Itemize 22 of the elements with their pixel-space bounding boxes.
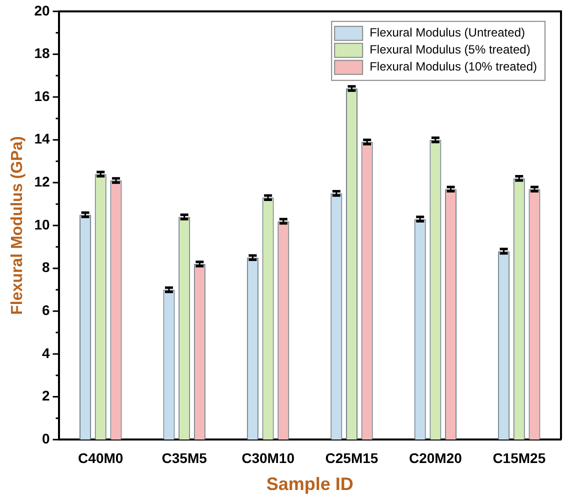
x-tick-label: C40M0: [78, 450, 124, 466]
y-tick-label: 10: [34, 216, 50, 232]
legend-label: Flexural Modulus (5% treated): [370, 42, 530, 57]
y-tick-label: 18: [34, 45, 50, 62]
y-tick-label: 14: [34, 130, 50, 147]
x-tick-label: C35M5: [162, 450, 208, 466]
x-tick-label: C20M20: [408, 450, 462, 466]
x-tick-label: C30M10: [242, 450, 295, 466]
y-tick-label: 12: [34, 174, 50, 190]
legend-label: Flexural Modulus (10% treated): [370, 60, 538, 74]
y-tick-label: 2: [42, 388, 50, 404]
legend-label: Flexural Modulus (Untreated): [370, 26, 525, 40]
x-axis-title: Sample ID: [266, 474, 354, 494]
y-tick-label: 20: [34, 2, 50, 18]
y-tick-label: 0: [42, 430, 50, 446]
y-tick-label: 16: [34, 88, 50, 104]
y-tick-label: 6: [42, 302, 50, 318]
x-tick-label: C25M15: [325, 450, 378, 466]
y-tick-label: 8: [42, 259, 50, 276]
y-tick-label: 4: [42, 344, 50, 361]
x-tick-label: C15M25: [492, 450, 546, 466]
y-axis-title: Flexural Modulus (GPa): [9, 136, 26, 315]
